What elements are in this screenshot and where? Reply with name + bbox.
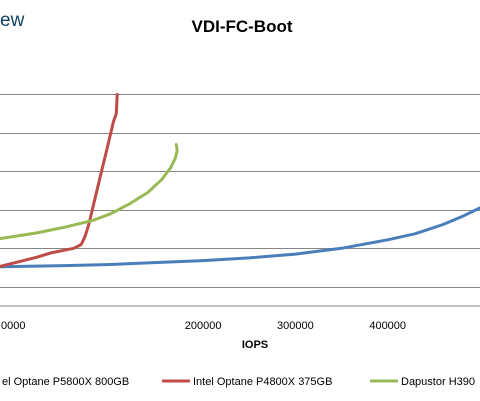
gridlines [0, 94, 480, 288]
legend-label-1: Intel Optane P4800X 375GB [193, 376, 332, 388]
legend-label-0: el Optane P5800X 800GB [2, 376, 129, 388]
x-tick-labels: 0000 200000 300000 400000 [1, 320, 406, 332]
x-tick-label-0: 0000 [1, 320, 25, 332]
x-tick-label-1: 200000 [185, 320, 222, 332]
x-axis-label: IOPS [242, 339, 268, 351]
x-tick-label-2: 300000 [277, 320, 314, 332]
legend-label-2: Dapustor H390 [401, 376, 475, 388]
series-line-0 [0, 206, 480, 269]
x-tick-label-3: 400000 [369, 320, 406, 332]
series-line-2 [0, 143, 179, 241]
chart-title: VDI-FC-Boot [191, 17, 292, 36]
legend: el Optane P5800X 800GB Intel Optane P4800… [2, 376, 475, 388]
series-line-1 [0, 93, 119, 268]
series-group [0, 93, 480, 269]
brand-fragment: ew [0, 10, 25, 31]
